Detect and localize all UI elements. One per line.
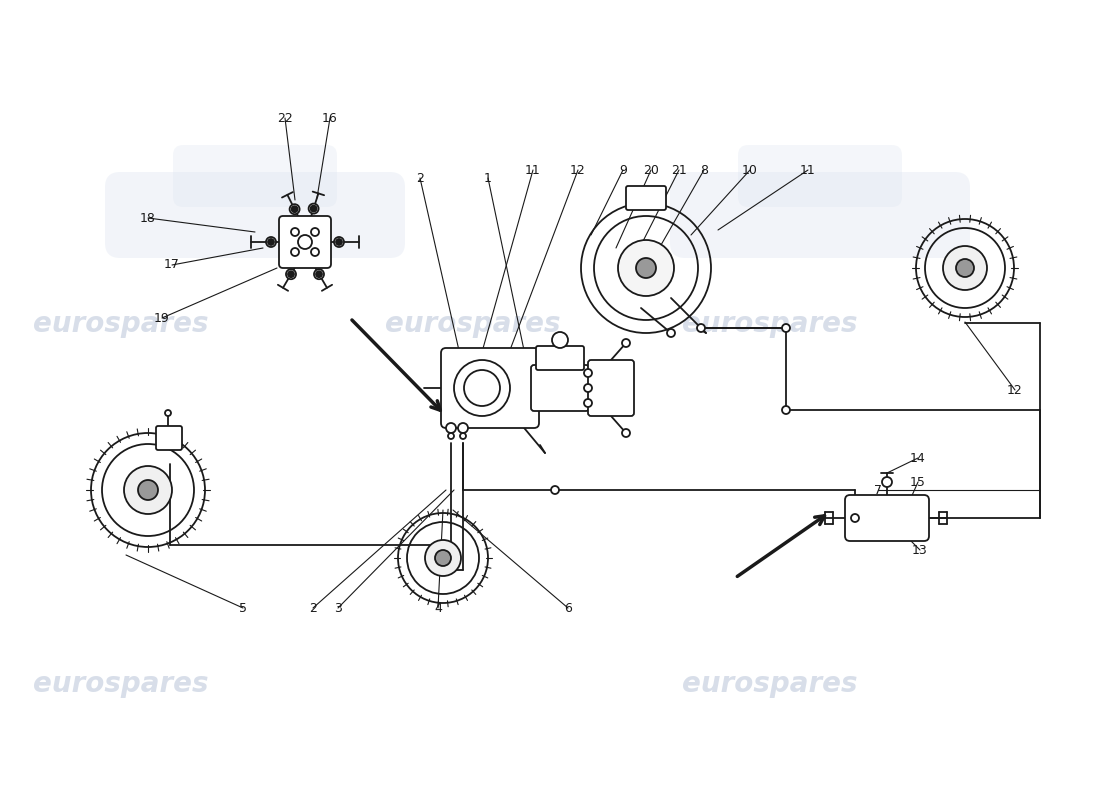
FancyBboxPatch shape bbox=[441, 348, 539, 428]
Circle shape bbox=[292, 206, 298, 212]
Text: 9: 9 bbox=[619, 163, 627, 177]
Circle shape bbox=[584, 399, 592, 407]
Text: 21: 21 bbox=[671, 163, 686, 177]
Text: eurospares: eurospares bbox=[682, 670, 858, 698]
Circle shape bbox=[552, 332, 568, 348]
Circle shape bbox=[288, 271, 294, 278]
Text: eurospares: eurospares bbox=[682, 310, 858, 338]
Circle shape bbox=[292, 228, 299, 236]
Text: eurospares: eurospares bbox=[33, 310, 209, 338]
Text: 11: 11 bbox=[525, 163, 541, 177]
FancyBboxPatch shape bbox=[173, 145, 337, 207]
Text: 14: 14 bbox=[910, 451, 926, 465]
Circle shape bbox=[310, 206, 317, 212]
Text: 2: 2 bbox=[309, 602, 317, 614]
Circle shape bbox=[460, 433, 466, 439]
Text: 3: 3 bbox=[334, 602, 342, 614]
Circle shape bbox=[584, 369, 592, 377]
Circle shape bbox=[636, 258, 656, 278]
Circle shape bbox=[458, 423, 468, 433]
Circle shape bbox=[621, 339, 630, 347]
Text: 15: 15 bbox=[910, 475, 926, 489]
Circle shape bbox=[782, 406, 790, 414]
Circle shape bbox=[311, 228, 319, 236]
Circle shape bbox=[336, 239, 342, 245]
Circle shape bbox=[584, 384, 592, 392]
Text: 10: 10 bbox=[742, 163, 758, 177]
Circle shape bbox=[448, 433, 454, 439]
Circle shape bbox=[782, 324, 790, 332]
FancyBboxPatch shape bbox=[104, 172, 405, 258]
FancyBboxPatch shape bbox=[279, 216, 331, 268]
FancyBboxPatch shape bbox=[531, 365, 588, 411]
Circle shape bbox=[165, 410, 170, 416]
Circle shape bbox=[697, 324, 705, 332]
Circle shape bbox=[851, 514, 859, 522]
Text: eurospares: eurospares bbox=[385, 310, 561, 338]
FancyBboxPatch shape bbox=[626, 186, 666, 210]
Text: 16: 16 bbox=[322, 111, 338, 125]
Circle shape bbox=[621, 429, 630, 437]
Text: 2: 2 bbox=[416, 171, 424, 185]
Circle shape bbox=[289, 204, 299, 214]
Text: 12: 12 bbox=[570, 163, 586, 177]
Circle shape bbox=[334, 237, 344, 247]
Circle shape bbox=[311, 248, 319, 256]
Text: 5: 5 bbox=[239, 602, 248, 614]
Text: 8: 8 bbox=[700, 163, 708, 177]
Circle shape bbox=[956, 259, 974, 277]
Circle shape bbox=[316, 271, 322, 278]
Circle shape bbox=[314, 269, 324, 279]
Circle shape bbox=[298, 235, 312, 249]
Circle shape bbox=[667, 329, 675, 337]
FancyBboxPatch shape bbox=[738, 145, 902, 207]
Circle shape bbox=[425, 540, 461, 576]
FancyBboxPatch shape bbox=[536, 346, 584, 370]
Circle shape bbox=[138, 480, 158, 500]
Circle shape bbox=[268, 239, 274, 245]
Circle shape bbox=[943, 246, 987, 290]
Text: 12: 12 bbox=[1008, 383, 1023, 397]
Circle shape bbox=[286, 269, 296, 279]
Circle shape bbox=[266, 237, 276, 247]
Text: 4: 4 bbox=[434, 602, 442, 614]
Text: 6: 6 bbox=[564, 602, 572, 614]
Circle shape bbox=[309, 204, 319, 214]
FancyBboxPatch shape bbox=[156, 426, 182, 450]
Circle shape bbox=[292, 248, 299, 256]
Text: 18: 18 bbox=[140, 211, 156, 225]
Text: 7: 7 bbox=[874, 483, 882, 497]
Circle shape bbox=[124, 466, 172, 514]
Circle shape bbox=[446, 423, 456, 433]
Circle shape bbox=[618, 240, 674, 296]
Text: 20: 20 bbox=[644, 163, 659, 177]
Text: 1: 1 bbox=[484, 171, 492, 185]
FancyBboxPatch shape bbox=[588, 360, 634, 416]
Text: 19: 19 bbox=[154, 311, 169, 325]
Text: 17: 17 bbox=[164, 258, 180, 271]
Circle shape bbox=[551, 486, 559, 494]
Circle shape bbox=[882, 477, 892, 487]
Text: 13: 13 bbox=[912, 543, 928, 557]
FancyBboxPatch shape bbox=[845, 495, 930, 541]
Text: 11: 11 bbox=[800, 163, 816, 177]
Circle shape bbox=[434, 550, 451, 566]
Text: eurospares: eurospares bbox=[33, 670, 209, 698]
Text: 22: 22 bbox=[277, 111, 293, 125]
FancyBboxPatch shape bbox=[670, 172, 970, 258]
